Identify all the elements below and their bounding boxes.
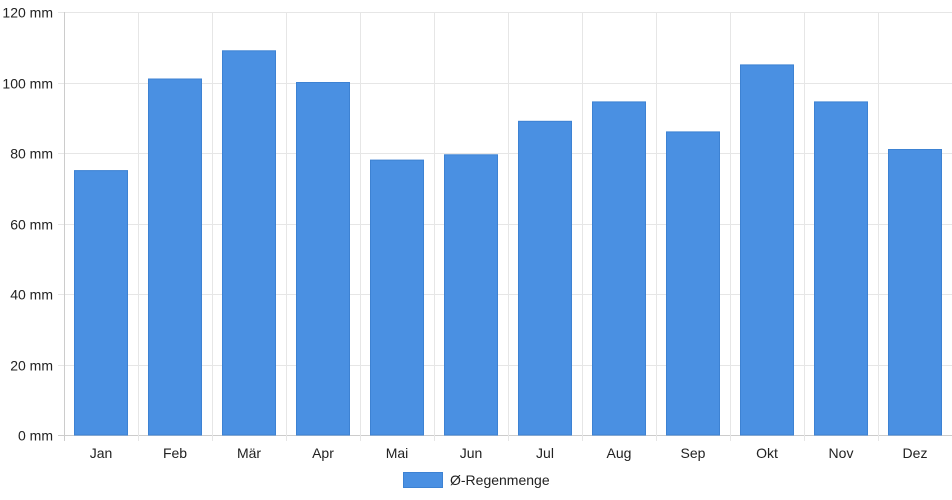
bar-Jan[interactable] [74, 170, 128, 436]
bar-Feb[interactable] [148, 78, 202, 436]
x-tick-label: Dez [903, 445, 928, 461]
bar-Jul[interactable] [518, 120, 572, 436]
y-tick-label: 40 mm [10, 287, 53, 303]
x-tick-label: Aug [607, 445, 632, 461]
y-axis-ticks: 0 mm 20 mm 40 mm 60 mm 80 mm 100 mm 120 mm [2, 5, 53, 444]
bar-Apr[interactable] [296, 82, 350, 436]
bar-Jun[interactable] [444, 154, 498, 436]
bar-Mär[interactable] [222, 50, 276, 436]
y-tick-label: 80 mm [10, 146, 53, 162]
x-tick-label: Sep [681, 445, 706, 461]
x-tick-label: Mär [237, 445, 261, 461]
x-tick-label: Okt [756, 445, 778, 461]
x-tick-label: Jun [460, 445, 483, 461]
legend-label: Ø-Regenmenge [450, 472, 550, 488]
bars [74, 50, 942, 436]
y-tick-label: 100 mm [2, 76, 53, 92]
legend-swatch [403, 472, 443, 488]
grid [58, 12, 952, 441]
x-tick-label: Jan [90, 445, 113, 461]
x-tick-label: Jul [536, 445, 554, 461]
y-tick-label: 120 mm [2, 5, 53, 21]
bar-Mai[interactable] [370, 159, 424, 436]
x-tick-label: Feb [163, 445, 187, 461]
x-tick-label: Nov [829, 445, 854, 461]
y-tick-label: 20 mm [10, 358, 53, 374]
x-axis-ticks: Jan Feb Mär Apr Mai Jun Jul Aug Sep Okt Nov Dez [90, 445, 928, 461]
x-tick-label: Apr [312, 445, 334, 461]
bar-Dez[interactable] [888, 149, 942, 436]
y-tick-label: 0 mm [18, 428, 53, 444]
bar-Nov[interactable] [814, 101, 868, 436]
x-tick-label: Mai [386, 445, 409, 461]
y-tick-label: 60 mm [10, 217, 53, 233]
bar-Aug[interactable] [592, 101, 646, 436]
bar-Sep[interactable] [666, 131, 720, 436]
legend[interactable]: Ø-Regenmenge [403, 472, 550, 488]
bar-Okt[interactable] [740, 64, 794, 436]
